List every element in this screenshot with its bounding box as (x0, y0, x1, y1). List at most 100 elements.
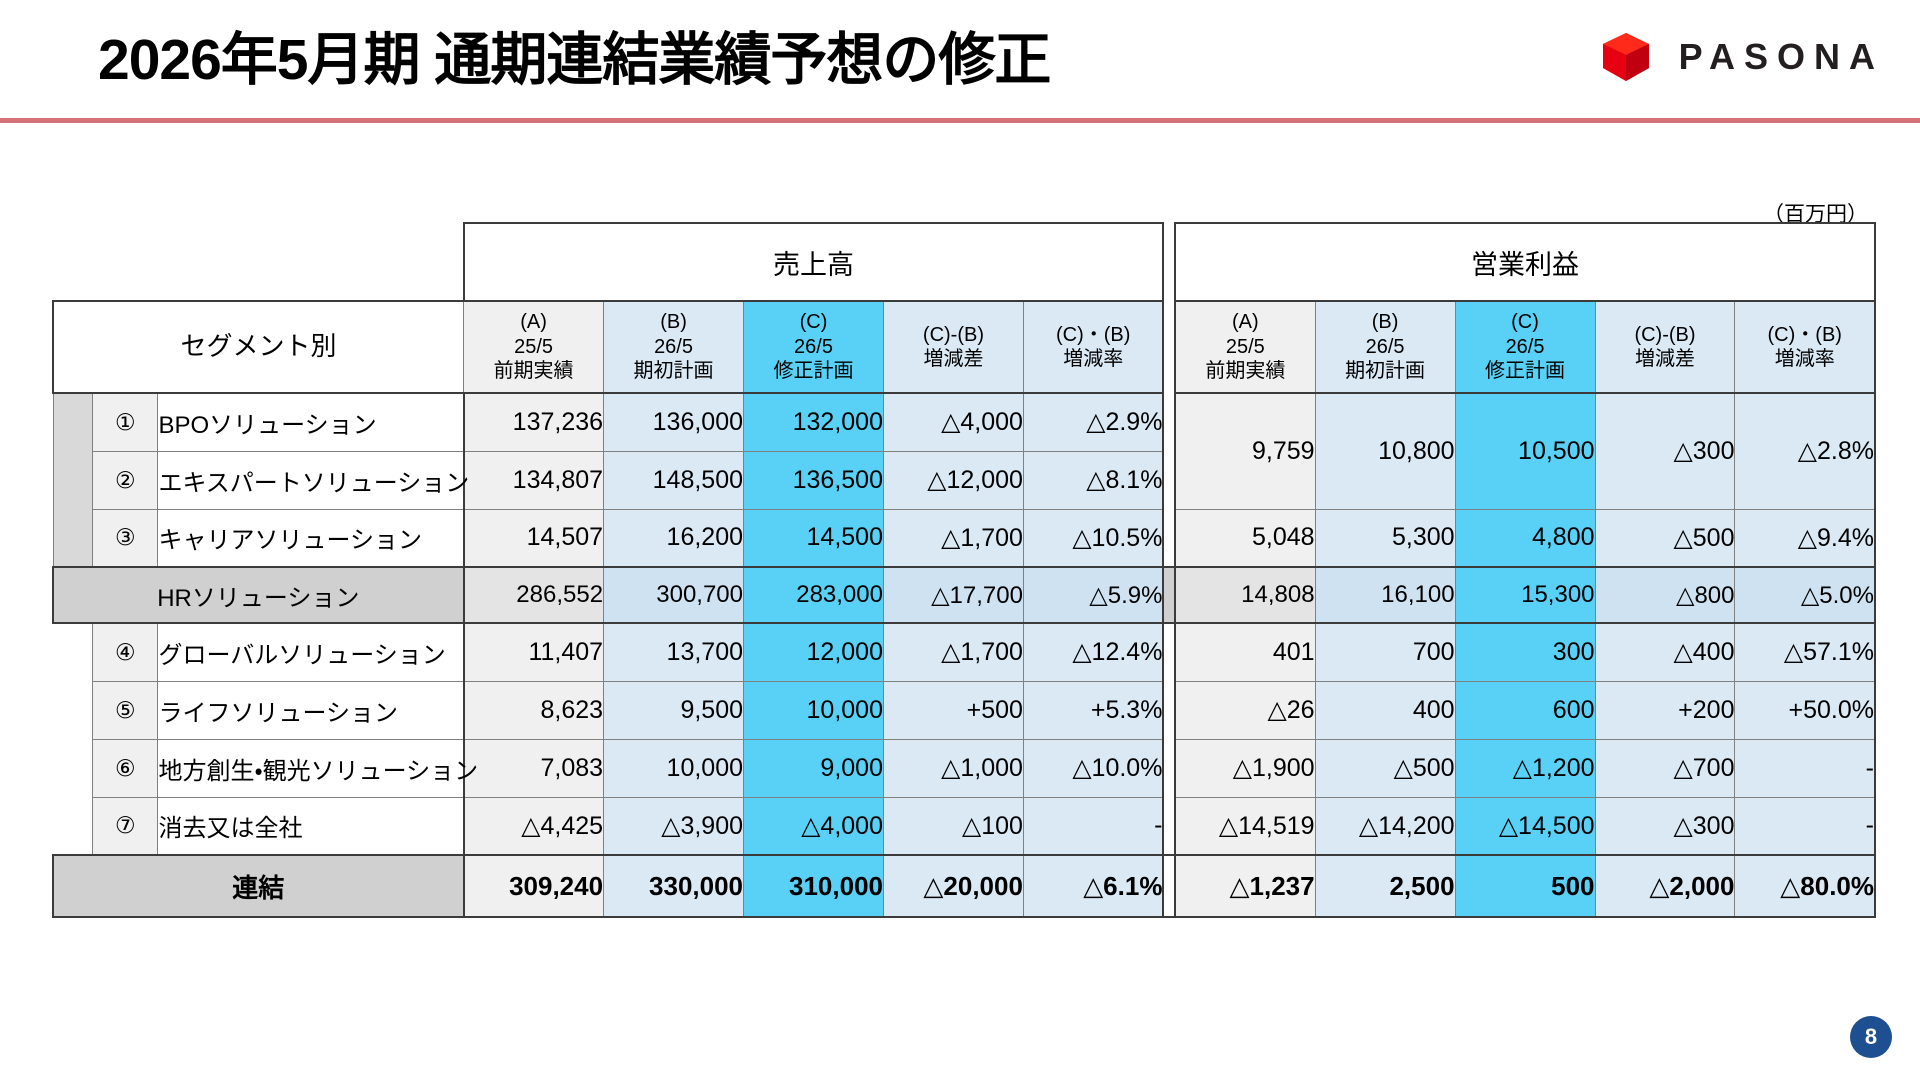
row-index: ⑦ (92, 796, 159, 856)
cell-profit-rate: - (1734, 738, 1877, 798)
cell-profit-b: 10,800 (1314, 392, 1456, 510)
cell-sales-rate: △5.9% (1022, 566, 1165, 624)
cell-sales-b: 13,700 (603, 622, 745, 682)
col-kind: 前期実績 (1205, 360, 1286, 383)
col-header-profit-b: (B) 26/5 期初計画 (1314, 300, 1456, 394)
cell-sales-a: 8,623 (462, 680, 605, 740)
table-row: ⑥ 地方創生・観光ソリューション 7,083 10,000 9,000 △1,0… (53, 738, 1877, 798)
row-name: 消去又は全社 (157, 796, 465, 856)
col-header-profit-rate: (C)・(B) 増減率 (1734, 300, 1877, 394)
col-kind: 増減率 (1774, 348, 1835, 370)
col-kind: 修正計画 (773, 360, 854, 383)
cell-sales-c: 14,500 (743, 508, 884, 568)
cell-sales-c: 310,000 (743, 854, 884, 918)
cell-profit-diff: +200 (1594, 680, 1736, 740)
col-code: (C)・(B) (1767, 323, 1842, 346)
cell-sales-diff: △1,700 (882, 622, 1024, 682)
row-name: キャリアソリューション (157, 508, 465, 568)
page-number-badge: 8 (1850, 1016, 1892, 1058)
brand-logo: PASONA (1599, 30, 1884, 84)
col-period: 25/5 (1225, 335, 1265, 358)
cell-profit-c: △1,200 (1454, 738, 1596, 798)
cell-profit-c: 600 (1454, 680, 1596, 740)
cell-sales-diff: △1,000 (882, 738, 1024, 798)
row-name: 地方創生・観光ソリューション (157, 738, 478, 798)
col-kind: 前期実績 (493, 360, 574, 383)
col-header-profit-diff: (C)-(B) 増減差 (1594, 300, 1736, 394)
cell-sales-a: 11,407 (462, 622, 605, 682)
cell-profit-diff: △800 (1594, 566, 1736, 624)
cell-sales-c: 9,000 (743, 738, 884, 798)
col-period: 25/5 (514, 335, 554, 358)
col-period: 26/5 (1505, 335, 1545, 358)
cell-sales-diff: △1,700 (882, 508, 1024, 568)
col-code: (B) (1371, 311, 1399, 334)
cell-profit-c: 500 (1454, 854, 1596, 918)
cell-profit-c: 4,800 (1454, 508, 1596, 568)
cell-profit-rate: +50.0% (1734, 680, 1877, 740)
cell-profit-b: 700 (1314, 622, 1456, 682)
row-bracket-spacer (53, 681, 93, 739)
cell-profit-diff: △2,000 (1594, 854, 1736, 918)
row-gap (1163, 623, 1176, 681)
col-header-profit-c: (C) 26/5 修正計画 (1454, 300, 1596, 394)
cell-profit-b: 2,500 (1314, 854, 1456, 918)
col-period: 26/5 (794, 335, 833, 358)
cell-profit-diff: △700 (1594, 738, 1736, 798)
financial-table: 売上高 営業利益 セグメント別 (A) 25/5 前期実績 (B) 26/5 期… (52, 222, 1877, 918)
brand-name: PASONA (1678, 36, 1884, 77)
cell-sales-rate: - (1022, 796, 1165, 856)
cell-profit-b: △500 (1314, 738, 1456, 798)
row-gap (1163, 797, 1176, 855)
cell-profit-rate: △57.1% (1734, 622, 1877, 682)
cell-sales-rate: △10.5% (1022, 508, 1165, 568)
row-gap (1163, 739, 1176, 797)
cell-profit-a: △14,519 (1174, 796, 1316, 856)
row-gap (1163, 393, 1176, 451)
cell-sales-diff: △100 (882, 796, 1024, 856)
row-bracket-spacer (53, 797, 93, 855)
table-row: ② エキスパートソリューション 134,807 148,500 136,500 … (53, 450, 1875, 510)
cell-sales-a: 309,240 (462, 854, 605, 918)
slide-header: 2026年5月期 通期連結業績予想の修正 PASONA (0, 0, 1920, 123)
cell-sales-b: △3,900 (603, 796, 745, 856)
row-gap (1163, 566, 1176, 624)
group-title-profit: 営業利益 (1174, 222, 1876, 302)
cell-sales-b: 300,700 (603, 566, 745, 624)
col-kind: 増減率 (1063, 348, 1124, 370)
col-kind: 増減差 (1635, 348, 1695, 370)
cell-profit-diff: △500 (1594, 508, 1736, 568)
col-header-sales-a: (A) 25/5 前期実績 (463, 300, 605, 394)
cell-sales-rate: +5.3% (1022, 680, 1165, 740)
col-code: (C)-(B) (922, 323, 985, 346)
row-bracket-spacer (53, 623, 93, 681)
row-gap (1163, 509, 1176, 567)
cell-profit-rate: △5.0% (1734, 566, 1877, 624)
cell-sales-c: 136,500 (743, 450, 884, 510)
cell-profit-diff: △400 (1594, 622, 1736, 682)
cell-sales-diff: △4,000 (882, 392, 1024, 452)
col-code: (C)・(B) (1055, 323, 1131, 346)
cell-sales-a: △4,425 (462, 796, 605, 856)
row-name: BPOソリューション (157, 392, 465, 452)
hr-group-bracket (52, 392, 94, 568)
cell-profit-c: 15,300 (1454, 566, 1596, 624)
cell-sales-c: 132,000 (743, 392, 884, 452)
cell-profit-a: 14,808 (1174, 566, 1316, 624)
col-code: (B) (660, 311, 687, 334)
cell-profit-a: △1,237 (1174, 854, 1316, 918)
cell-profit-rate: △80.0% (1734, 854, 1877, 918)
cell-profit-b: △14,200 (1314, 796, 1456, 856)
group-gap (1163, 223, 1176, 301)
table-corner-blank (53, 223, 464, 301)
table-row: ④ グローバルソリューション 11,407 13,700 12,000 △1,7… (53, 622, 1877, 682)
cell-profit-c: 10,500 (1454, 392, 1596, 510)
cell-sales-c: 283,000 (743, 566, 884, 624)
row-index: ⑤ (92, 680, 159, 740)
cell-profit-c: △14,500 (1454, 796, 1596, 856)
row-index: ③ (92, 508, 159, 568)
cell-sales-b: 136,000 (603, 392, 745, 452)
row-gap (1163, 451, 1176, 509)
row-bracket-spacer (53, 739, 93, 797)
row-name: グローバルソリューション (157, 622, 465, 682)
